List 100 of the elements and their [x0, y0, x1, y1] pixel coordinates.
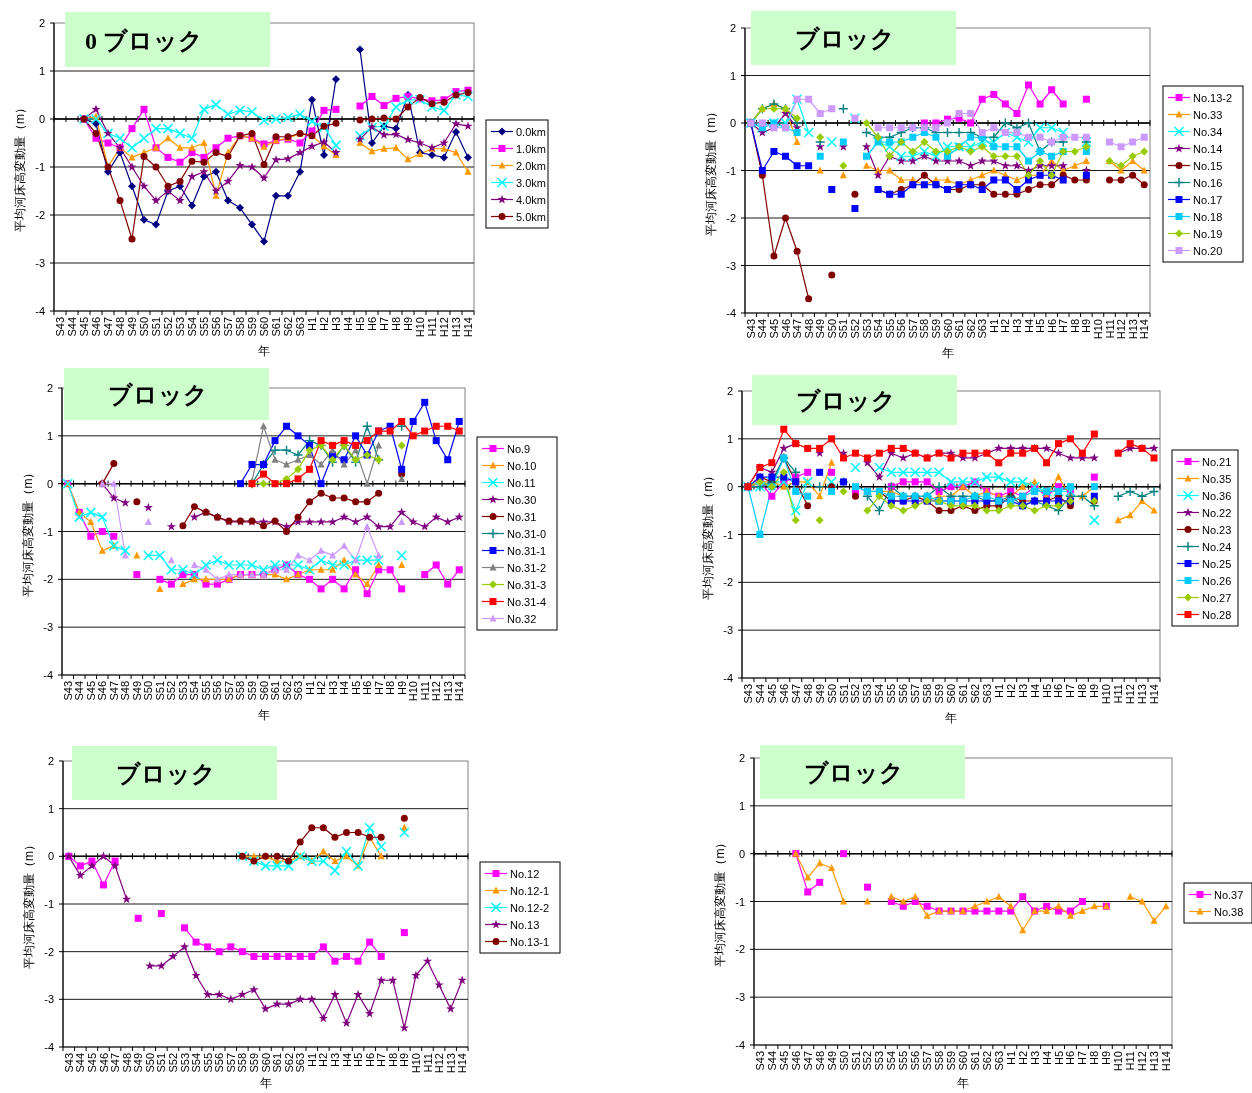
y-tick-label: 1: [46, 429, 53, 442]
x-tick-label: S54: [190, 1053, 203, 1073]
x-tick-label: S47: [789, 684, 802, 704]
chart-title: 0 ブロック: [85, 27, 203, 54]
x-tick-label: S52: [165, 681, 178, 701]
chart-title: ブロック: [804, 760, 904, 786]
x-tick-label: S48: [801, 684, 814, 704]
legend-label: No.31-1: [507, 544, 547, 557]
x-tick-label: H3: [326, 681, 339, 696]
x-tick-label: H10: [1091, 319, 1104, 340]
x-tick-label: H13: [1148, 1051, 1161, 1072]
y-tick-label: 2: [729, 22, 736, 34]
legend-label: No.21: [1202, 455, 1232, 468]
x-tick-label: H6: [361, 681, 374, 696]
x-axis-title: 年: [957, 1076, 969, 1090]
y-tick-label: -4: [726, 307, 736, 319]
x-tick-label: S51: [837, 319, 850, 339]
x-tick-label: S49: [825, 1051, 838, 1071]
x-tick-label: H2: [1016, 1051, 1029, 1066]
x-tick-label: H8: [384, 681, 397, 696]
x-tick-label: S52: [162, 317, 174, 337]
y-tick-label: -2: [735, 943, 745, 956]
x-tick-label: S50: [825, 319, 838, 339]
x-tick-label: H12: [1124, 684, 1137, 705]
y-axis-title: 平均河床高変動量（m）: [22, 839, 36, 969]
legend-label: No.12-2: [510, 901, 550, 914]
x-tick-label: H5: [349, 681, 362, 696]
x-tick-label: S48: [114, 317, 126, 337]
x-tick-label: H1: [987, 319, 1000, 334]
x-tick-label: S49: [814, 319, 827, 339]
x-tick-label: S43: [744, 319, 757, 339]
legend-label: No.13: [510, 918, 540, 931]
x-tick-label: S63: [294, 317, 306, 337]
x-tick-label: S58: [918, 319, 931, 339]
x-tick-label: H1: [305, 1053, 318, 1068]
x-tick-label: S56: [897, 684, 910, 704]
x-tick-label: H3: [328, 1053, 341, 1068]
x-tick-label: H12: [433, 1053, 446, 1074]
x-tick-label: S58: [234, 681, 247, 701]
x-tick-label: H2: [1004, 684, 1017, 699]
y-tick-label: 0: [726, 480, 733, 493]
x-tick-label: S60: [258, 317, 270, 337]
x-tick-label: H10: [407, 681, 420, 702]
legend-label: No.16: [1193, 176, 1223, 189]
x-tick-label: H8: [1088, 1051, 1101, 1066]
legend-label: No.24: [1202, 540, 1232, 553]
legend-label: No.12-1: [510, 884, 550, 897]
x-tick-label: S59: [246, 317, 258, 337]
x-tick-label: H4: [1040, 1051, 1053, 1066]
x-tick-label: S57: [921, 1051, 934, 1071]
legend-label: No.22: [1202, 506, 1232, 519]
x-tick-label: S44: [756, 319, 769, 339]
y-tick-label: -3: [735, 991, 745, 1004]
x-tick-label: S55: [897, 1051, 910, 1071]
x-tick-label: H13: [441, 681, 454, 702]
legend-label: 1.0km: [516, 142, 546, 155]
legend-label: No.12: [510, 867, 540, 880]
legend-label: No.28: [1202, 608, 1232, 621]
x-tick-label: S53: [861, 684, 874, 704]
x-tick-label: S53: [178, 1053, 191, 1073]
x-tick-label: S50: [837, 1051, 850, 1071]
x-tick-label: H14: [1160, 1051, 1173, 1072]
x-tick-label: S47: [107, 681, 120, 701]
y-tick-label: -3: [723, 624, 733, 637]
x-tick-label: S61: [968, 1051, 981, 1071]
x-tick-label: S46: [777, 684, 790, 704]
y-tick-label: -1: [43, 525, 53, 538]
x-tick-label: H3: [1016, 684, 1029, 699]
x-tick-label: S63: [980, 684, 993, 704]
legend-label: No.31-0: [507, 527, 547, 540]
x-tick-label: S62: [964, 319, 977, 339]
x-tick-label: S60: [945, 684, 957, 704]
x-tick-label: H9: [1100, 1051, 1113, 1066]
x-tick-label: S53: [873, 1051, 886, 1071]
x-tick-label: H3: [330, 317, 342, 332]
x-tick-label: S44: [753, 684, 766, 704]
x-tick-label: H7: [375, 1053, 388, 1068]
x-tick-label: S45: [777, 1051, 790, 1071]
x-tick-label: H13: [444, 1053, 457, 1074]
x-tick-label: S55: [883, 319, 896, 339]
x-tick-label: H2: [318, 317, 330, 332]
x-tick-label: S62: [980, 1051, 993, 1071]
y-tick-label: -2: [726, 212, 736, 224]
y-tick-label: 1: [738, 799, 745, 812]
x-tick-label: H13: [1126, 319, 1139, 340]
x-tick-label: H8: [390, 317, 402, 332]
y-tick-label: 2: [47, 755, 54, 767]
x-tick-label: H5: [1040, 684, 1053, 699]
x-tick-label: S50: [142, 681, 155, 701]
chart-title: ブロック: [116, 761, 216, 787]
y-tick-label: -4: [43, 669, 53, 681]
x-tick-label: S45: [767, 319, 780, 339]
legend-label: No.32: [507, 612, 537, 625]
y-axis-title: 平均河床高変動量（m）: [704, 105, 718, 236]
x-tick-label: S59: [247, 1053, 260, 1073]
x-tick-label: S59: [933, 684, 946, 704]
x-tick-label: S57: [222, 317, 234, 337]
y-tick-label: 2: [46, 382, 53, 394]
x-tick-label: H1: [303, 681, 316, 696]
x-tick-label: S48: [120, 1053, 133, 1073]
